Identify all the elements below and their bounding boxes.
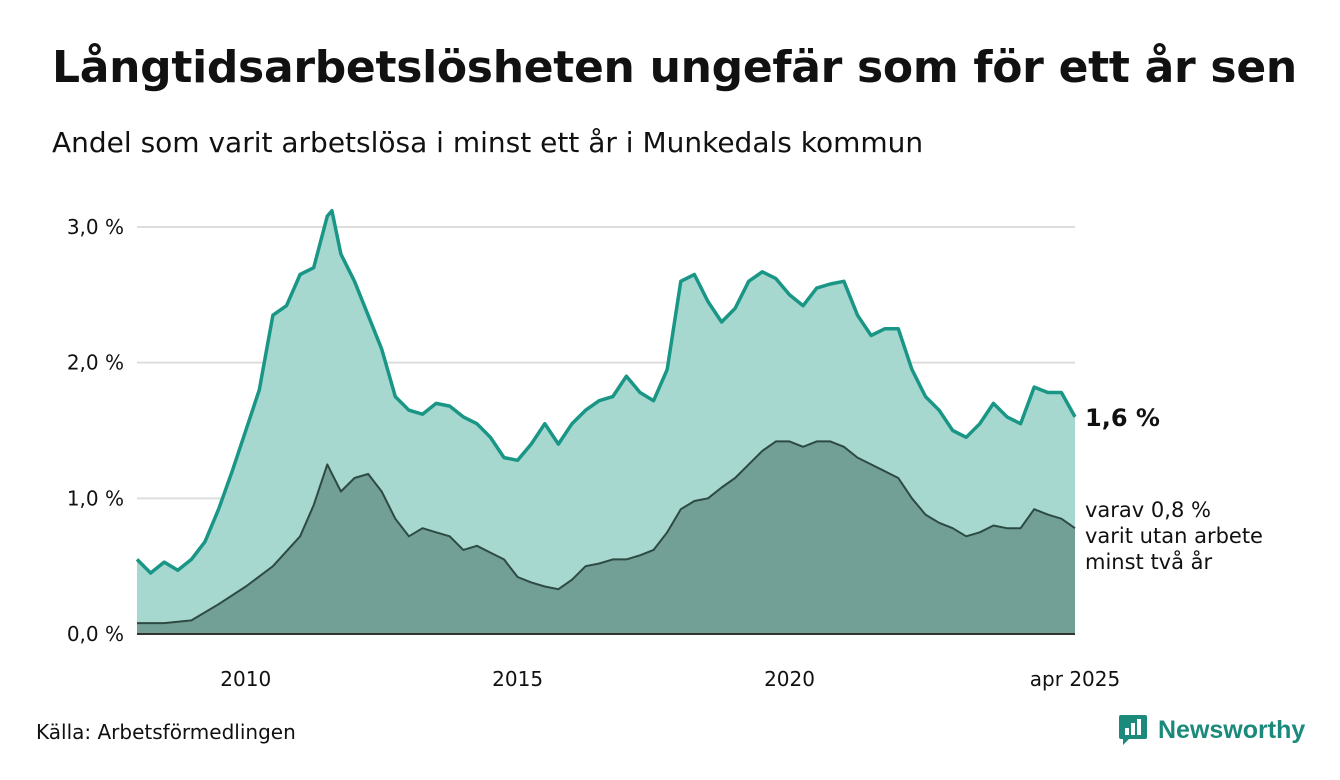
series-area-minst_tva_ar: [137, 441, 1075, 634]
chart-title: Långtidsarbetslösheten ungefär som för e…: [52, 42, 1297, 93]
x-tick-label: apr 2025: [1030, 667, 1120, 691]
bar-chart-speech-bubble-icon: [1119, 715, 1147, 745]
y-tick-label: 3,0 %: [67, 215, 124, 239]
y-tick-label: 0,0 %: [67, 622, 124, 646]
x-tick-label: 2020: [764, 667, 815, 691]
series-end-label-line: varit utan arbete: [1085, 524, 1263, 548]
series-end-label-line: varav 0,8 %: [1085, 498, 1211, 522]
area-chart: 0,0 % 1,0 % 2,0 % 3,0 % 2010 2015 2020 apr 2025…: [67, 208, 1263, 691]
brand-logo[interactable]: Newsworthy: [1118, 712, 1305, 748]
series-end-label: 1,6 %: [1085, 404, 1160, 432]
plot-area: [135, 208, 1077, 634]
y-tick-label: 2,0 %: [67, 351, 124, 375]
chart-subtitle: Andel som varit arbetslösa i minst ett å…: [52, 126, 924, 159]
y-tick-label: 1,0 %: [67, 486, 124, 510]
series-end-label-line: minst två år: [1085, 549, 1213, 574]
brand-name: Newsworthy: [1158, 715, 1306, 744]
x-tick-label: 2015: [492, 667, 543, 691]
source-note: Källa: Arbetsförmedlingen: [36, 720, 296, 744]
axes: 0,0 % 1,0 % 2,0 % 3,0 % 2010 2015 2020 apr 2025: [67, 215, 1120, 691]
series-line-minst_tva_ar: [137, 440, 1076, 625]
series-line-min_ett_ar: [135, 208, 1077, 575]
x-tick-label: 2010: [220, 667, 271, 691]
